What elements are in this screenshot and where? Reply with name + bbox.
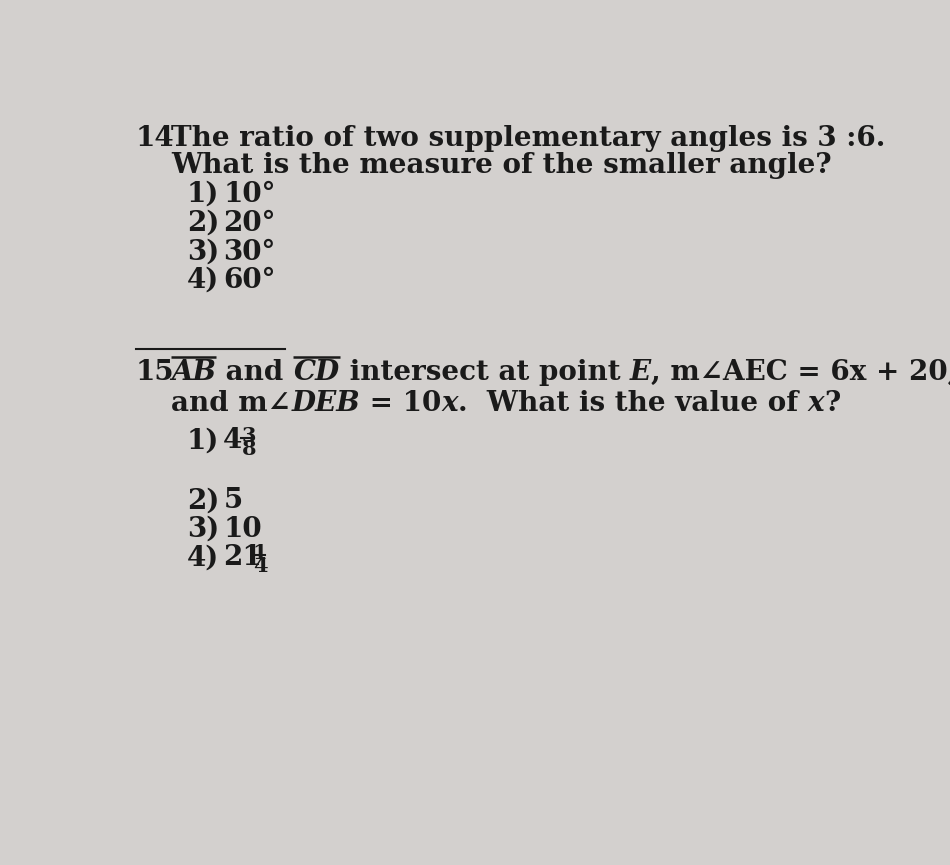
Text: intersect at point: intersect at point bbox=[339, 360, 630, 387]
Text: 3: 3 bbox=[242, 426, 256, 445]
Text: 15: 15 bbox=[136, 360, 175, 387]
Text: 14: 14 bbox=[136, 125, 175, 152]
Text: and: and bbox=[217, 360, 294, 387]
Text: x: x bbox=[442, 390, 458, 417]
Text: 3): 3) bbox=[187, 516, 219, 542]
Text: 4): 4) bbox=[187, 544, 219, 571]
Text: 10: 10 bbox=[223, 516, 262, 542]
Text: 60°: 60° bbox=[223, 267, 276, 294]
Text: , m∠AEC = 6x + 20,: , m∠AEC = 6x + 20, bbox=[651, 360, 950, 387]
Text: What is the measure of the smaller angle?: What is the measure of the smaller angle… bbox=[171, 152, 832, 179]
Text: 8: 8 bbox=[242, 439, 256, 458]
Text: 5: 5 bbox=[223, 487, 242, 515]
Text: 3): 3) bbox=[187, 239, 219, 266]
Text: 4): 4) bbox=[187, 267, 219, 294]
Text: 1): 1) bbox=[187, 181, 219, 208]
Text: 4: 4 bbox=[253, 556, 268, 576]
Text: ?: ? bbox=[825, 390, 841, 417]
Text: AB: AB bbox=[171, 360, 217, 387]
Text: .  What is the value of: . What is the value of bbox=[458, 390, 808, 417]
Text: x: x bbox=[808, 390, 825, 417]
Text: 2): 2) bbox=[187, 210, 219, 237]
Text: 2): 2) bbox=[187, 487, 219, 515]
Text: DEB: DEB bbox=[292, 390, 360, 417]
Text: 1): 1) bbox=[187, 427, 219, 454]
Text: = 10: = 10 bbox=[360, 390, 442, 417]
Text: CD: CD bbox=[294, 360, 339, 387]
Text: The ratio of two supplementary angles is 3 :6.: The ratio of two supplementary angles is… bbox=[171, 125, 885, 152]
Text: E: E bbox=[630, 360, 651, 387]
Text: 30°: 30° bbox=[223, 239, 276, 266]
Text: 1: 1 bbox=[253, 542, 268, 563]
Text: 4: 4 bbox=[223, 427, 242, 454]
Text: and m∠: and m∠ bbox=[171, 390, 292, 417]
Text: 20°: 20° bbox=[223, 210, 276, 237]
Text: 10°: 10° bbox=[223, 181, 276, 208]
Text: 21: 21 bbox=[223, 544, 262, 571]
